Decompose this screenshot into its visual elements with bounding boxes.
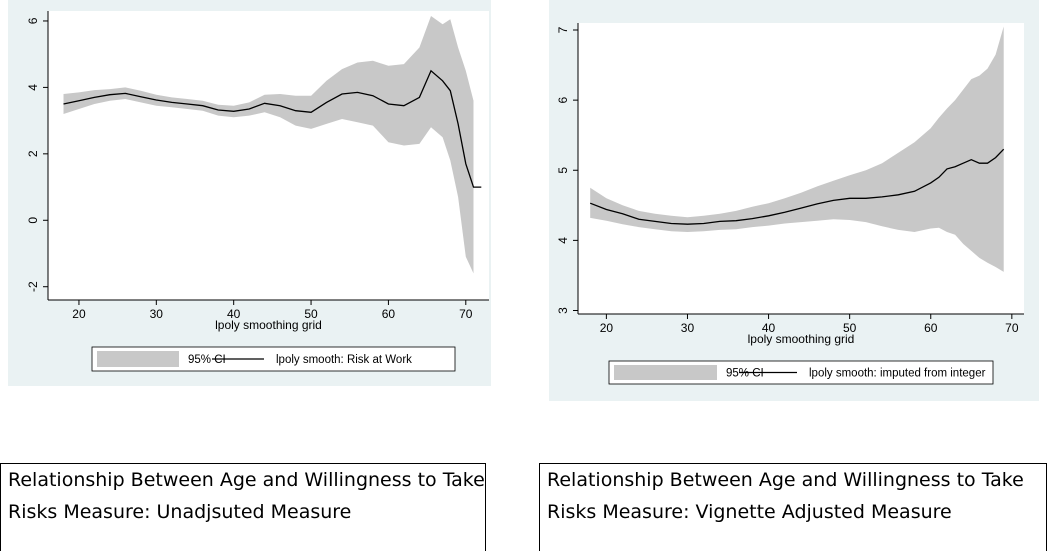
left-x-tick-label: 40 [227,307,241,321]
chart-panel-right: 20 30 40 50 60 70 3 4 5 6 7 lpoly smoothing grid 95%… [549,0,1039,401]
left-legend-line-label: lpoly smooth: Risk at Work [276,354,412,366]
right-x-tick-label: 60 [924,321,938,335]
right-x-tick-label: 40 [762,321,776,335]
left-y-tick-label: 0 [26,217,40,224]
chart-right: 20 30 40 50 60 70 3 4 5 6 7 lpoly smoothing grid 95%… [556,23,1024,385]
right-x-tick-label: 20 [600,321,614,335]
left-x-tick-label: 70 [459,307,473,321]
left-y-tick-label: 6 [26,17,40,24]
left-x-tick-label: 20 [72,307,86,321]
left-legend-ci-label: 95% CI [188,354,226,366]
right-y-tick-label: 3 [556,307,570,314]
caption-left: Relationship Between Age and Willingness… [0,463,486,551]
left-y-tick-label: -2 [26,281,40,292]
right-smooth-line [589,148,1005,225]
left-x-tick-label: 30 [150,307,164,321]
left-ci-band [63,16,474,274]
left-x-tick-label: 50 [304,307,318,321]
left-x-tick-label: 60 [382,307,396,321]
right-y-tick-label: 4 [556,237,570,244]
right-x-axis-title: lpoly smoothing grid [748,332,855,346]
right-x-tick-label: 50 [843,321,857,335]
right-legend-line-label: lpoly smooth: imputed from integer [809,368,986,380]
left-smooth-line [63,69,482,188]
left-x-axis-title: lpoly smoothing grid [215,318,322,332]
right-y-tick-label: 6 [556,96,570,103]
chart-panel-left: 20 30 40 50 60 70 -2 0 2 4 6 lpoly smoothing grid 95… [8,0,491,386]
right-y-tick-label: 7 [556,26,570,33]
right-legend-ci-label: 95% CI [726,368,764,380]
left-legend-ci-swatch [97,351,179,367]
left-y-tick-label: 4 [26,84,40,91]
chart-left: 20 30 40 50 60 70 -2 0 2 4 6 lpoly smoothing grid 95… [26,11,489,372]
right-legend-ci-swatch [614,365,717,380]
left-y-tick-label: 2 [26,150,40,157]
right-x-tick-label: 70 [1005,321,1019,335]
right-y-tick-label: 5 [556,167,570,174]
caption-right: Relationship Between Age and Willingness… [539,463,1047,551]
right-ci-band [590,26,1004,272]
right-x-tick-label: 30 [681,321,695,335]
